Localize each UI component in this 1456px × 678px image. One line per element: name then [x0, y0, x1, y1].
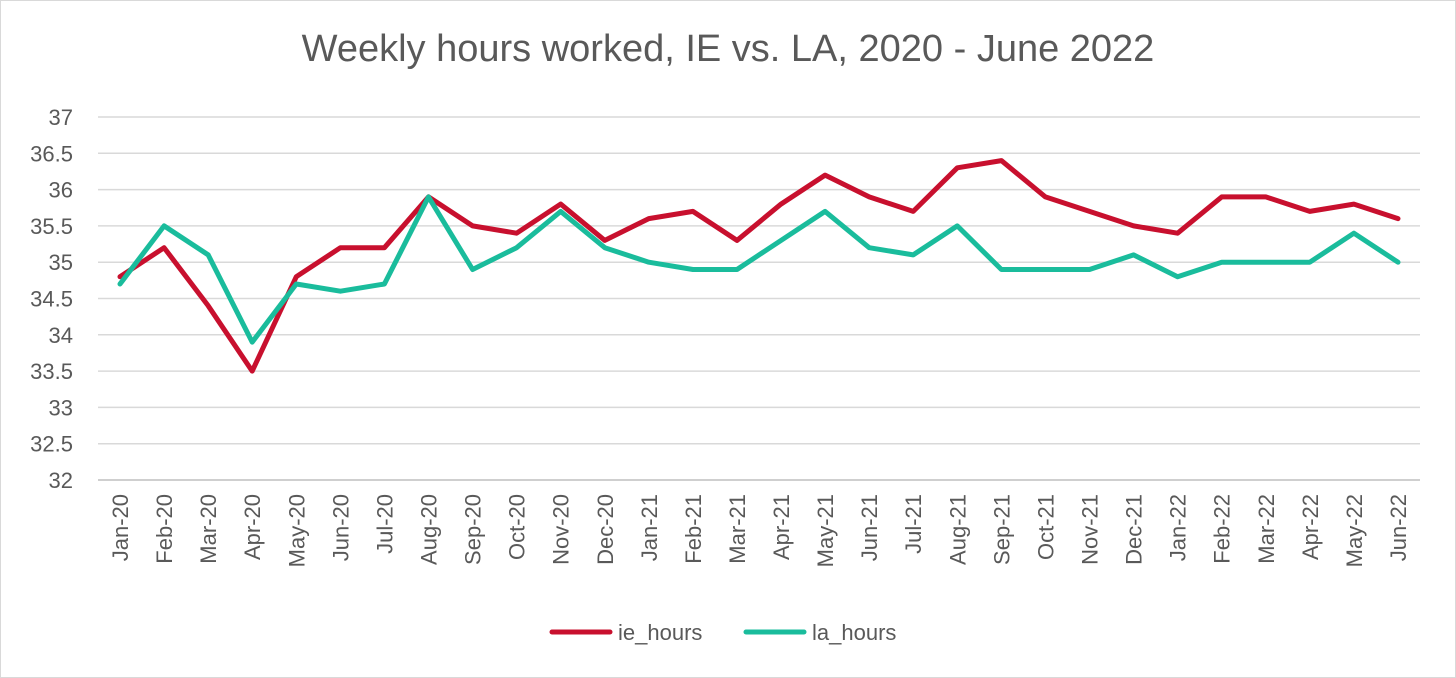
y-tick-label: 36.5 [30, 141, 73, 166]
legend-label-la_hours: la_hours [812, 620, 896, 645]
x-tick-label: May-22 [1342, 494, 1367, 567]
y-tick-label: 34.5 [30, 287, 73, 312]
x-tick-label: Jul-21 [901, 494, 926, 554]
series-lines [117, 158, 1401, 374]
x-tick-label: Apr-21 [769, 494, 794, 560]
y-tick-label: 36 [49, 178, 73, 203]
x-tick-label: Dec-21 [1122, 494, 1147, 565]
x-tick-label: Feb-21 [681, 494, 706, 564]
y-tick-label: 32 [49, 468, 73, 493]
x-tick-label: Mar-22 [1254, 494, 1279, 564]
legend: ie_hours la_hours [549, 620, 896, 645]
x-tick-label: Mar-20 [196, 494, 221, 564]
y-tick-label: 33.5 [30, 359, 73, 384]
x-tick-label: Apr-20 [240, 494, 265, 560]
x-tick-label: Mar-21 [725, 494, 750, 564]
x-tick-label: Jun-20 [328, 494, 353, 561]
x-tick-label: Jun-21 [857, 494, 882, 561]
x-tick-label: Aug-20 [417, 494, 442, 565]
x-tick-label: Feb-22 [1210, 494, 1235, 564]
y-tick-label: 37 [49, 105, 73, 130]
x-tick-label: May-20 [284, 494, 309, 567]
x-tick-label: Nov-21 [1078, 494, 1103, 565]
x-tick-label: Sep-20 [461, 494, 486, 565]
y-axis-ticks: 32 32.5 33 33.5 34 34.5 35 35.5 36 36.5 37 [30, 105, 73, 493]
series-line-la_hours [117, 194, 1401, 345]
x-tick-label: Oct-20 [505, 494, 530, 560]
x-tick-label: Nov-20 [549, 494, 574, 565]
y-tick-label: 35 [49, 250, 73, 275]
x-tick-label: Feb-20 [152, 494, 177, 564]
x-tick-label: Aug-21 [945, 494, 970, 565]
x-tick-label: Oct-21 [1033, 494, 1058, 560]
y-tick-label: 33 [49, 395, 73, 420]
x-tick-label: Jul-20 [372, 494, 397, 554]
x-tick-label: Apr-22 [1298, 494, 1323, 560]
series-line-ie_hours [117, 158, 1401, 374]
x-tick-label: Jun-22 [1386, 494, 1411, 561]
x-axis-ticks: Jan-20 Feb-20 Mar-20 Apr-20 May-20 Jun-20 Jul-… [108, 494, 1411, 567]
x-tick-label: Sep-21 [989, 494, 1014, 565]
y-tick-label: 32.5 [30, 432, 73, 457]
chart-title: Weekly hours worked, IE vs. LA, 2020 - J… [301, 28, 1155, 70]
y-tick-label: 35.5 [30, 214, 73, 239]
x-tick-label: May-21 [813, 494, 838, 567]
x-tick-label: Dec-20 [593, 494, 618, 565]
legend-label-ie_hours: ie_hours [618, 620, 702, 645]
x-tick-label: Jan-20 [108, 494, 133, 561]
x-tick-label: Jan-22 [1166, 494, 1191, 561]
x-tick-label: Jan-21 [637, 494, 662, 561]
y-tick-label: 34 [49, 323, 73, 348]
